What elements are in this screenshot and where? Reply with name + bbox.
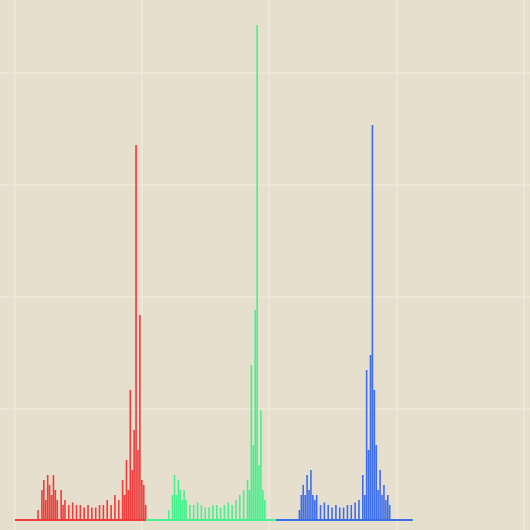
histogram-marks bbox=[15, 25, 413, 520]
